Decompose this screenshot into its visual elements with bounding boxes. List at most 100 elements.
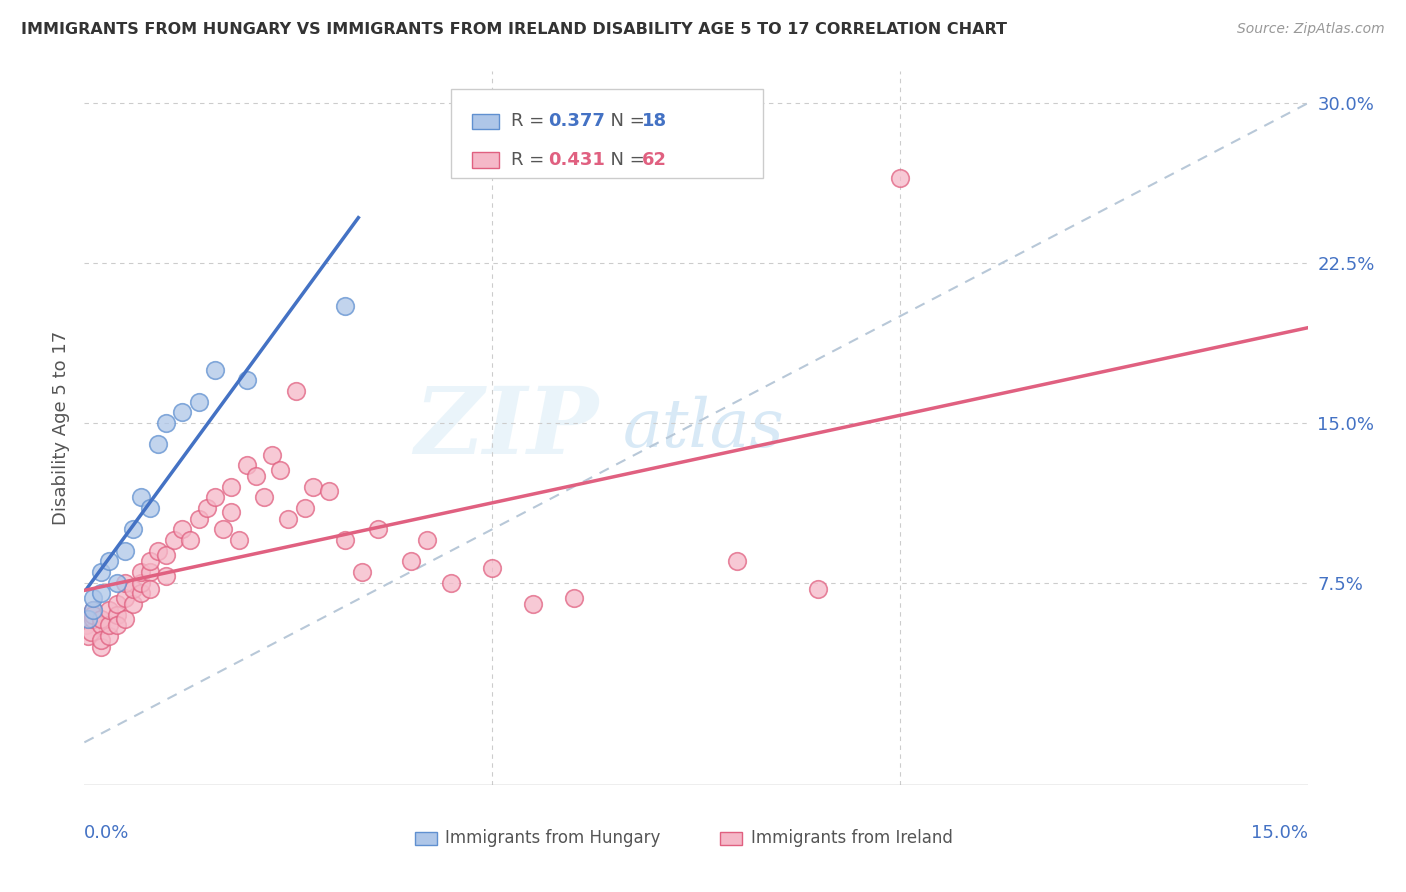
Point [725,554,748,568]
Point [105,607,128,622]
Point [114,591,136,605]
Text: Immigrants from Ireland: Immigrants from Ireland [751,830,953,847]
Point [294,501,316,516]
Point [219,480,242,494]
Point [114,612,136,626]
Point [82,612,104,626]
Point [172,522,194,536]
Text: 0.0%: 0.0% [84,824,129,842]
Point [146,543,169,558]
Point [219,505,242,519]
Point [90,612,112,626]
Text: atlas: atlas [623,395,785,461]
Point [399,554,422,568]
Point [131,491,153,505]
Y-axis label: Disability Age 5 to 17: Disability Age 5 to 17 [52,331,70,525]
Point [155,548,177,562]
Point [187,394,209,409]
Point [204,491,226,505]
Point [80,624,103,639]
Point [335,533,357,547]
Point [131,565,153,579]
Text: 15.0%: 15.0% [1250,824,1308,842]
Point [245,469,267,483]
Point [301,480,323,494]
Point [228,533,250,547]
Point [481,560,503,574]
Point [236,373,259,387]
Point [82,603,104,617]
Text: Source: ZipAtlas.com: Source: ZipAtlas.com [1237,22,1385,37]
Point [285,384,308,398]
Point [277,511,299,525]
Point [138,554,160,568]
Point [335,299,357,313]
Point [90,565,112,579]
Point [138,565,160,579]
Point [172,405,194,419]
Point [97,554,120,568]
Point [82,607,104,622]
Point [440,575,463,590]
Point [105,618,128,632]
Point [253,491,276,505]
Point [155,569,177,583]
Point [236,458,259,473]
Point [416,533,439,547]
Point [105,575,128,590]
Text: IMMIGRANTS FROM HUNGARY VS IMMIGRANTS FROM IRELAND DISABILITY AGE 5 TO 17 CORREL: IMMIGRANTS FROM HUNGARY VS IMMIGRANTS FR… [21,22,1007,37]
Point [97,603,120,617]
Point [350,565,373,579]
Point [75,618,97,632]
Point [77,629,100,643]
Point [187,511,209,525]
FancyBboxPatch shape [720,832,742,845]
Point [146,437,169,451]
Text: N =: N = [599,112,651,130]
Point [195,501,218,516]
Point [179,533,201,547]
Point [82,603,104,617]
Point [122,522,145,536]
FancyBboxPatch shape [472,153,499,168]
Text: 62: 62 [643,151,668,169]
Point [522,597,544,611]
Point [138,501,160,516]
Text: N =: N = [599,151,651,169]
FancyBboxPatch shape [415,832,437,845]
Point [90,618,112,632]
Text: 18: 18 [643,112,668,130]
Point [105,597,128,611]
Point [131,586,153,600]
Point [97,629,120,643]
FancyBboxPatch shape [451,89,763,178]
Point [131,575,153,590]
Point [90,586,112,600]
Text: 0.377: 0.377 [548,112,605,130]
Point [122,582,145,596]
Point [155,416,177,430]
Point [562,591,585,605]
Text: R =: R = [512,112,550,130]
Point [90,633,112,648]
Point [114,543,136,558]
Point [889,170,911,185]
Point [204,362,226,376]
Point [77,612,100,626]
FancyBboxPatch shape [472,113,499,129]
Point [367,522,389,536]
Point [212,522,235,536]
Text: R =: R = [512,151,550,169]
Point [807,582,830,596]
Point [318,483,340,498]
Point [163,533,186,547]
Point [138,582,160,596]
Text: ZIP: ZIP [413,384,598,473]
Point [269,463,291,477]
Text: Immigrants from Hungary: Immigrants from Hungary [446,830,661,847]
Point [90,640,112,654]
Point [122,597,145,611]
Point [82,591,104,605]
Text: 0.431: 0.431 [548,151,605,169]
Point [114,575,136,590]
